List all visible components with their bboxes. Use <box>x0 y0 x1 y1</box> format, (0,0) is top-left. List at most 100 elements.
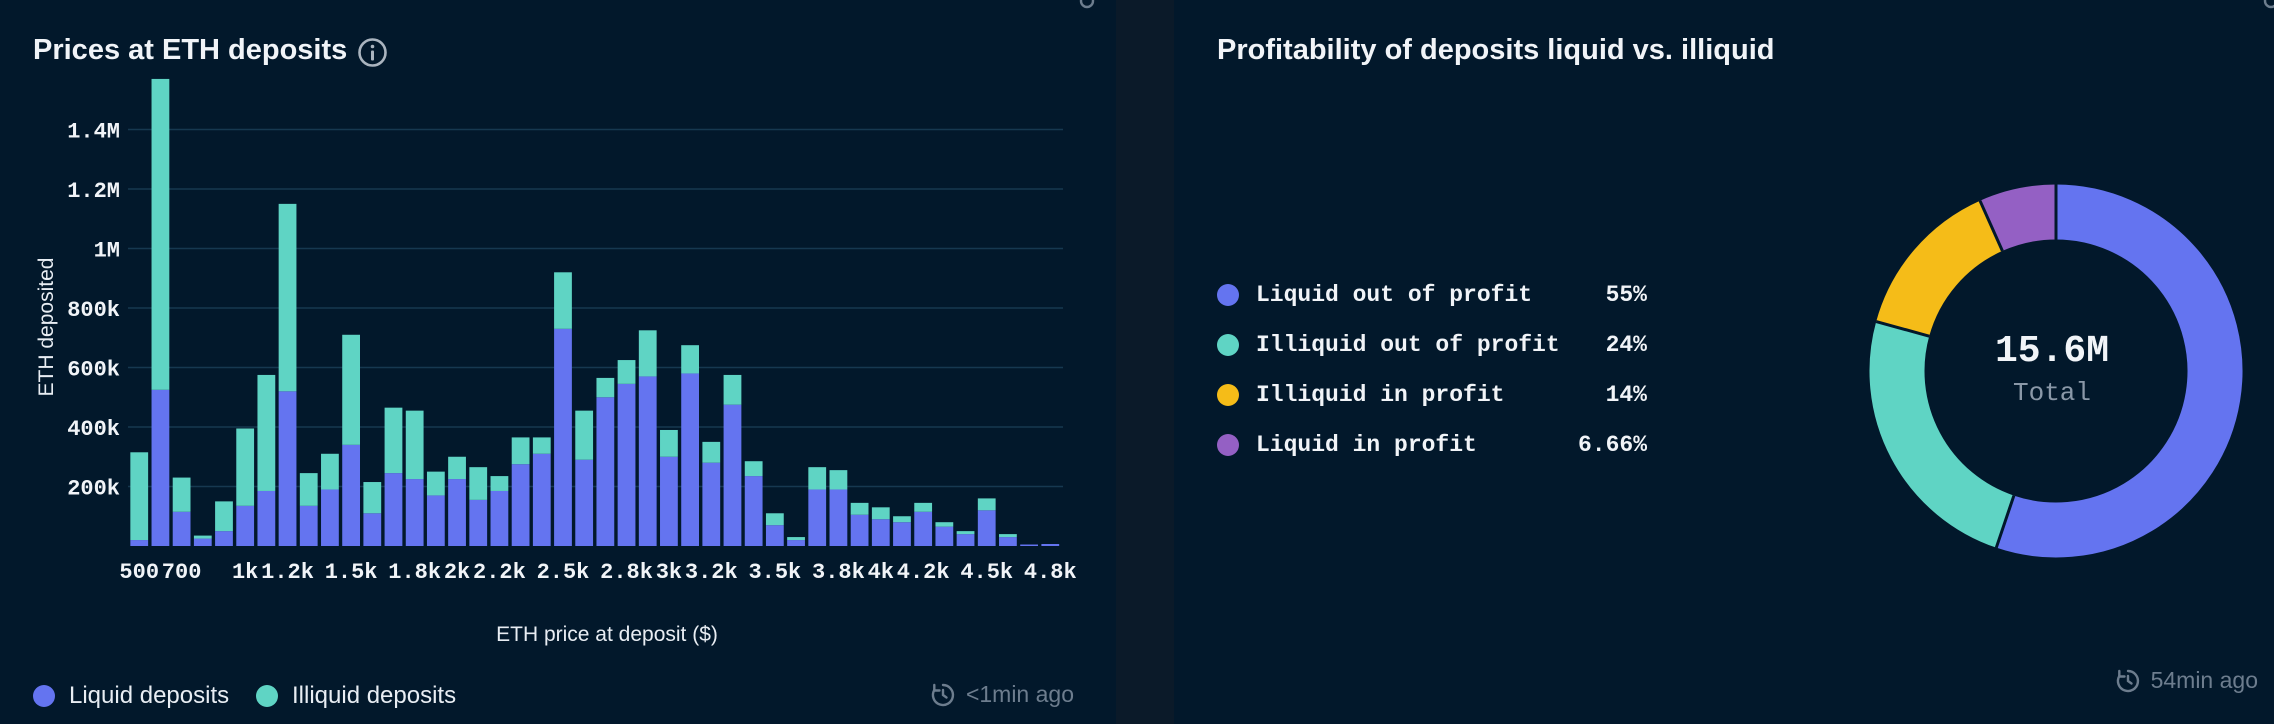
bar-illiquid[interactable] <box>490 476 509 491</box>
bar-liquid[interactable] <box>702 462 721 546</box>
bar-illiquid[interactable] <box>935 522 954 527</box>
pie-legend-illiquid-in[interactable]: Illiquid in profit 14% <box>1217 380 1647 410</box>
bar-liquid[interactable] <box>342 444 361 546</box>
pin-icon[interactable] <box>1076 0 1098 12</box>
bar-illiquid[interactable] <box>405 410 424 480</box>
bar-illiquid[interactable] <box>638 330 657 377</box>
bar-illiquid[interactable] <box>384 407 403 474</box>
bar-illiquid[interactable] <box>956 531 975 535</box>
bar-liquid[interactable] <box>1041 544 1060 546</box>
bar-liquid[interactable] <box>638 376 657 546</box>
bar-liquid[interactable] <box>554 328 572 546</box>
bar-illiquid[interactable] <box>850 502 869 515</box>
bar-illiquid[interactable] <box>511 437 530 465</box>
bar-liquid[interactable] <box>999 537 1017 546</box>
bar-liquid[interactable] <box>914 511 933 546</box>
bar-illiquid[interactable] <box>765 513 784 526</box>
bar-liquid[interactable] <box>1020 544 1038 546</box>
bar-liquid[interactable] <box>172 511 191 546</box>
bar-liquid[interactable] <box>744 476 763 546</box>
bar-illiquid[interactable] <box>575 410 594 460</box>
info-icon[interactable] <box>357 37 388 68</box>
bar-illiquid[interactable] <box>236 428 255 506</box>
bar-illiquid[interactable] <box>617 360 636 384</box>
bar-illiquid[interactable] <box>808 467 827 490</box>
bar-liquid[interactable] <box>469 499 488 546</box>
bar-liquid[interactable] <box>765 525 784 546</box>
bar-liquid[interactable] <box>596 397 615 546</box>
pin-icon[interactable] <box>2260 0 2274 12</box>
bar-liquid[interactable] <box>575 459 594 546</box>
bar-liquid[interactable] <box>532 453 551 546</box>
bar-liquid[interactable] <box>617 383 636 546</box>
bar-liquid[interactable] <box>787 540 805 546</box>
bar-illiquid[interactable] <box>532 437 551 454</box>
bar-illiquid[interactable] <box>914 502 933 512</box>
bar-liquid[interactable] <box>278 391 297 546</box>
bar-liquid[interactable] <box>299 505 318 546</box>
bar-illiquid[interactable] <box>660 429 678 457</box>
bar-liquid[interactable] <box>723 404 742 546</box>
bar-illiquid[interactable] <box>193 535 212 539</box>
bar-liquid[interactable] <box>681 373 699 546</box>
legend-item-liquid[interactable]: Liquid deposits <box>33 682 229 710</box>
bar-illiquid[interactable] <box>130 452 149 541</box>
bar-liquid[interactable] <box>405 479 424 546</box>
bar-illiquid[interactable] <box>215 501 233 532</box>
bar-illiquid[interactable] <box>999 534 1017 538</box>
bar-liquid[interactable] <box>956 534 975 546</box>
bar-illiquid[interactable] <box>299 473 318 506</box>
bar-illiquid[interactable] <box>787 537 805 541</box>
legend-item-illiquid[interactable]: Illiquid deposits <box>256 682 456 710</box>
bar-illiquid[interactable] <box>829 470 848 490</box>
pie-legend-liquid-in[interactable]: Liquid in profit 6.66% <box>1217 430 1647 460</box>
bar-liquid[interactable] <box>426 495 445 546</box>
donut-slice[interactable] <box>1996 184 2243 558</box>
bar-illiquid[interactable] <box>554 272 572 329</box>
bar-illiquid[interactable] <box>893 516 911 523</box>
bar-liquid[interactable] <box>871 519 890 546</box>
bar-illiquid[interactable] <box>257 374 276 491</box>
bar-illiquid[interactable] <box>426 471 445 496</box>
bar-illiquid[interactable] <box>744 461 763 477</box>
bar-liquid[interactable] <box>829 489 848 546</box>
bar-illiquid[interactable] <box>723 374 742 405</box>
bar-illiquid[interactable] <box>448 456 466 480</box>
bar-liquid[interactable] <box>977 510 996 546</box>
bar-illiquid[interactable] <box>596 377 615 398</box>
bar-illiquid[interactable] <box>363 482 382 514</box>
donut-slice[interactable] <box>1979 184 2057 252</box>
bar-liquid[interactable] <box>215 531 233 546</box>
x-tick-label: 3.8k <box>812 560 865 585</box>
bar-liquid[interactable] <box>850 514 869 546</box>
bar-illiquid[interactable] <box>681 345 699 374</box>
donut-slice[interactable] <box>1869 321 2015 548</box>
bar-illiquid[interactable] <box>702 441 721 463</box>
bar-liquid[interactable] <box>193 538 212 546</box>
bar-illiquid[interactable] <box>871 507 890 520</box>
bar-liquid[interactable] <box>490 490 509 546</box>
bar-liquid[interactable] <box>151 389 170 546</box>
bar-illiquid[interactable] <box>278 203 297 392</box>
bar-illiquid[interactable] <box>321 453 339 490</box>
bar-liquid[interactable] <box>236 505 255 546</box>
bar-liquid[interactable] <box>384 473 403 546</box>
bar-illiquid[interactable] <box>172 477 191 512</box>
bar-liquid[interactable] <box>660 456 678 546</box>
bar-illiquid[interactable] <box>342 334 361 445</box>
bar-liquid[interactable] <box>808 489 827 546</box>
bar-liquid[interactable] <box>511 464 530 546</box>
bar-liquid[interactable] <box>363 513 382 546</box>
bar-illiquid[interactable] <box>469 467 488 500</box>
bar-illiquid[interactable] <box>977 498 996 511</box>
bar-liquid[interactable] <box>893 522 911 546</box>
bar-illiquid[interactable] <box>151 78 170 390</box>
bar-liquid[interactable] <box>448 479 466 546</box>
bar-liquid[interactable] <box>257 490 276 546</box>
pie-legend-liquid-out[interactable]: Liquid out of profit 55% <box>1217 280 1647 310</box>
pie-legend-illiquid-out[interactable]: Illiquid out of profit 24% <box>1217 330 1647 360</box>
donut-slice[interactable] <box>1876 200 2004 337</box>
bar-liquid[interactable] <box>321 489 339 546</box>
bar-liquid[interactable] <box>935 526 954 546</box>
bar-liquid[interactable] <box>130 540 149 546</box>
